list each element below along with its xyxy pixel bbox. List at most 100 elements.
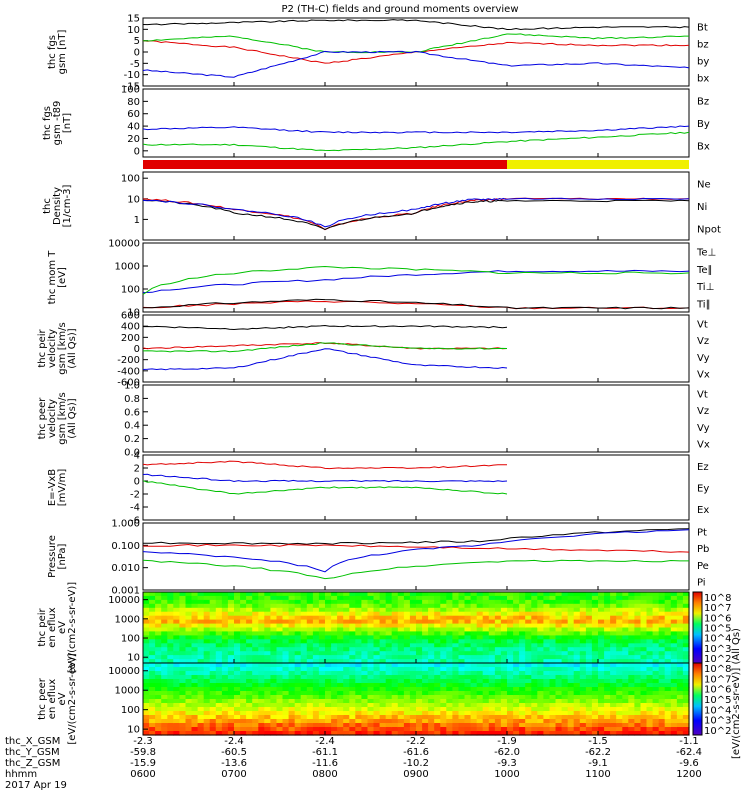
spectrogram-cell <box>288 623 296 629</box>
spectrogram-cell <box>379 647 387 652</box>
spectrogram-cell <box>391 611 399 617</box>
spectrogram-cell <box>458 695 466 700</box>
spectrogram-cell <box>640 592 648 597</box>
y-tick-label: 600 <box>121 311 140 322</box>
spectrogram-cell <box>567 691 575 696</box>
spectrogram-cell <box>234 731 241 736</box>
spectrogram-cell <box>240 675 247 680</box>
spectrogram-cell <box>385 663 393 668</box>
spectrogram-cell <box>670 592 678 597</box>
spectrogram-cell <box>282 715 290 720</box>
spectrogram-cell <box>416 671 423 676</box>
spectrogram-cell <box>561 707 569 712</box>
spectrogram-cell <box>403 659 411 664</box>
legend-Te∥: Te∥ <box>696 265 713 276</box>
colorbar-tick: 10^5 <box>704 695 731 706</box>
spectrogram-cell <box>434 715 441 720</box>
spectrogram-cell <box>173 615 180 621</box>
spectrogram-cell <box>416 611 423 617</box>
spectrogram-cell <box>579 727 587 732</box>
spectrogram-cell <box>531 675 538 680</box>
spectrogram-cell <box>482 599 490 605</box>
spectrogram-cell <box>470 659 478 664</box>
spectrogram-cell <box>634 687 642 692</box>
spectrogram-cell <box>173 703 180 708</box>
spectrogram-cell <box>422 699 429 704</box>
spectrogram-cell <box>294 631 302 636</box>
spectrogram-cell <box>525 631 532 636</box>
spectrogram-cell <box>367 655 375 660</box>
spectrogram-cell <box>616 595 623 601</box>
spectrogram-cell <box>403 639 411 644</box>
spectrogram-cell <box>185 695 193 700</box>
spectrogram-cell <box>519 615 526 621</box>
spectrogram-cell <box>507 679 514 684</box>
spectrogram-cell <box>252 655 259 660</box>
spectrogram-cell <box>440 695 447 700</box>
spectrogram-cell <box>537 731 544 736</box>
spectrogram-cell <box>543 695 551 700</box>
spectrogram-cell <box>397 619 405 625</box>
spectrogram-cell <box>416 667 423 672</box>
spectrogram-cell <box>470 711 478 716</box>
spectrogram-cell <box>191 655 199 660</box>
spectrogram-cell <box>337 683 344 688</box>
spectrogram-cell <box>531 627 538 632</box>
spectrogram-cell <box>288 615 296 621</box>
spectrogram-cell <box>561 695 569 700</box>
spectrogram-cell <box>470 647 478 652</box>
spectrogram-cell <box>598 691 605 696</box>
spectrogram-cell <box>573 687 581 692</box>
spectrogram-cell <box>676 623 684 629</box>
spectrogram-cell <box>610 655 617 660</box>
spectrogram-cell <box>422 615 429 621</box>
spectrogram-cell <box>598 615 605 621</box>
spectrogram-cell <box>634 643 642 648</box>
spectrogram-cell <box>355 663 362 668</box>
spectrogram-cell <box>246 719 253 724</box>
spectrogram-cell <box>507 723 514 728</box>
spectrogram-cell <box>221 707 229 712</box>
spectrogram-cell <box>155 599 162 605</box>
spectrogram-cell <box>446 599 453 605</box>
spectrogram-cell <box>476 711 484 716</box>
spectrogram-cell <box>385 619 393 625</box>
spectrogram-cell <box>179 639 187 644</box>
spectrogram-cell <box>622 619 629 625</box>
spectrogram-cell <box>367 675 375 680</box>
spectrogram-cell <box>282 663 290 668</box>
spectrogram-cell <box>494 707 502 712</box>
spectrogram-cell <box>416 719 423 724</box>
spectrogram-cell <box>622 611 629 617</box>
spectrogram-cell <box>494 675 502 680</box>
spectrogram-cell <box>149 615 156 621</box>
spectrogram-cell <box>537 711 544 716</box>
spectrogram-cell <box>670 675 678 680</box>
spectrogram-cell <box>191 699 199 704</box>
spectrogram-cell <box>555 723 563 728</box>
spectrogram-cell <box>179 719 187 724</box>
spectrogram-cell <box>640 671 648 676</box>
spectrogram-cell <box>385 659 393 664</box>
spectrogram-cell <box>325 691 332 696</box>
spectrogram-cell <box>379 655 387 660</box>
spectrogram-cell <box>604 679 611 684</box>
spectrogram-cell <box>240 667 247 672</box>
spectrogram-cell <box>403 703 411 708</box>
spectrogram-cell <box>507 691 514 696</box>
spectrogram-cell <box>161 679 168 684</box>
spectrogram-cell <box>646 655 654 660</box>
spectrogram-cell <box>227 679 235 684</box>
spectrogram-cell <box>355 667 362 672</box>
spectrogram-cell <box>331 615 338 621</box>
spectrogram-cell <box>258 627 265 632</box>
spectrogram-cell <box>507 707 514 712</box>
spectrogram-cell <box>143 643 150 648</box>
spectrogram-cell <box>282 671 290 676</box>
spectrogram-cell <box>215 611 223 617</box>
spectrogram-cell <box>507 627 514 632</box>
spectrogram-cell <box>203 647 211 652</box>
spectrogram-cell <box>628 715 635 720</box>
spectrogram-cell <box>634 603 642 609</box>
spectrogram-cell <box>264 723 271 728</box>
